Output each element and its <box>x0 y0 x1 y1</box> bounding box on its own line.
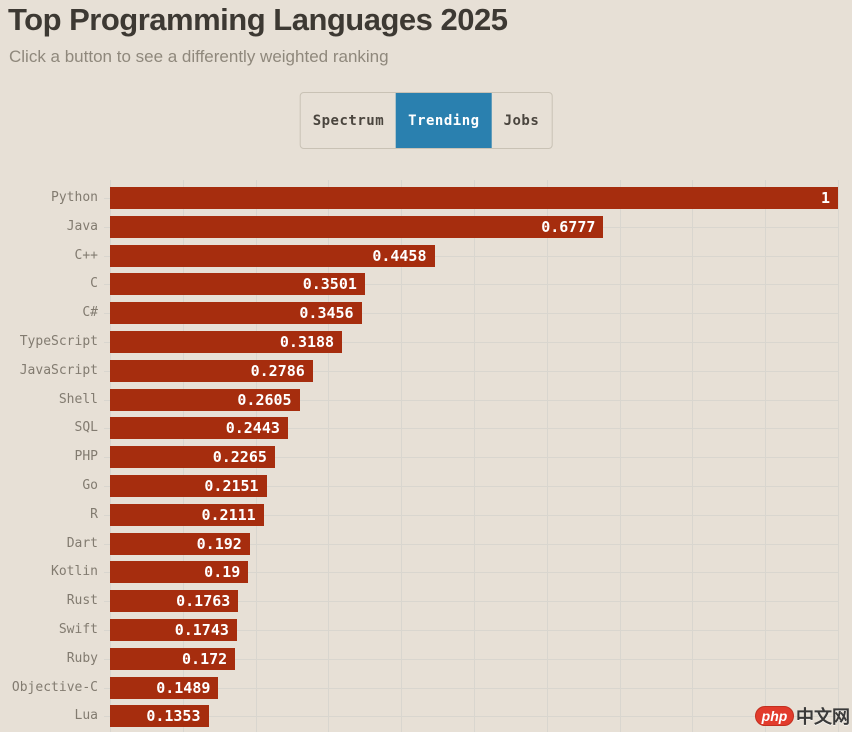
bar-value-label: 0.2111 <box>201 505 256 524</box>
bar-value-label: 1 <box>820 189 830 207</box>
category-label: Dart <box>66 535 98 551</box>
horizontal-gridline <box>104 687 838 689</box>
category-label: JavaScript <box>19 362 98 378</box>
category-label: C# <box>82 305 98 321</box>
bar-value-label: 0.1489 <box>156 678 211 697</box>
bar[interactable]: 0.2111 <box>110 503 264 526</box>
bar[interactable]: 0.3456 <box>110 302 362 325</box>
bar[interactable]: 0.1353 <box>110 705 209 728</box>
horizontal-gridline <box>104 630 838 631</box>
bar[interactable]: 0.2151 <box>110 475 267 497</box>
bar[interactable]: 0.3188 <box>110 331 343 353</box>
vertical-gridline <box>401 180 403 732</box>
bar[interactable]: 0.1743 <box>110 619 237 641</box>
horizontal-gridline <box>104 601 838 603</box>
category-label: R <box>90 506 98 522</box>
bar[interactable]: 0.6777 <box>110 215 604 238</box>
vertical-gridline <box>619 180 621 732</box>
weight-button-spectrum[interactable]: Spectrum <box>301 93 396 148</box>
horizontal-gridline <box>104 342 838 343</box>
page-subtitle: Click a button to see a differently weig… <box>9 47 389 66</box>
category-label: Shell <box>58 391 98 407</box>
bar-value-label: 0.4458 <box>372 246 427 265</box>
bar[interactable]: 0.1489 <box>110 676 219 699</box>
category-label: Rust <box>66 593 98 609</box>
bar[interactable]: 0.2786 <box>110 359 313 382</box>
category-label: Python <box>51 190 98 205</box>
page-title: Top Programming Languages 2025 <box>8 2 508 37</box>
bar-value-label: 0.2265 <box>212 448 267 467</box>
bar[interactable]: 0.2605 <box>110 388 300 411</box>
category-label: TypeScript <box>19 334 98 349</box>
category-label: PHP <box>74 449 98 465</box>
category-label: Objective-C <box>11 679 98 695</box>
bar-value-label: 0.6777 <box>541 217 596 236</box>
category-label: Kotlin <box>51 564 98 580</box>
vertical-gridline <box>474 180 475 732</box>
bar[interactable]: 0.4458 <box>110 244 435 267</box>
horizontal-gridline <box>104 514 838 516</box>
bar-value-label: 0.2605 <box>237 390 292 409</box>
vertical-gridline <box>546 180 548 732</box>
vertical-gridline <box>692 180 694 732</box>
horizontal-gridline <box>104 572 838 574</box>
horizontal-gridline <box>104 255 838 257</box>
vertical-gridline <box>838 180 839 732</box>
bar[interactable]: 0.3501 <box>110 273 365 296</box>
bar[interactable]: 0.172 <box>110 647 236 670</box>
vertical-gridline <box>765 180 767 732</box>
horizontal-gridline <box>104 486 838 487</box>
bar-value-label: 0.192 <box>196 534 242 553</box>
php-cn-watermark-text: 中文网 <box>796 707 850 727</box>
category-label: Swift <box>58 622 98 637</box>
php-logo-badge: php <box>755 706 794 726</box>
php-cn-watermark: php 中文网 <box>755 703 850 729</box>
bar-value-label: 0.172 <box>182 649 228 668</box>
bar[interactable]: 1 <box>110 187 838 209</box>
bar-value-label: 0.1353 <box>146 707 201 726</box>
bar[interactable]: 0.1763 <box>110 590 239 613</box>
horizontal-gridline <box>104 543 838 545</box>
bar-value-label: 0.2786 <box>250 361 305 380</box>
horizontal-gridline <box>104 399 838 401</box>
weight-button-jobs[interactable]: Jobs <box>492 93 552 148</box>
horizontal-gridline <box>104 284 838 286</box>
category-label: Java <box>66 218 98 234</box>
horizontal-gridline <box>104 457 838 459</box>
weighting-button-group: Spectrum Trending Jobs <box>299 92 553 149</box>
category-label: C++ <box>74 247 98 263</box>
weight-button-trending[interactable]: Trending <box>396 93 492 148</box>
horizontal-gridline <box>104 658 838 660</box>
bar-value-label: 0.2443 <box>225 419 280 438</box>
category-label: Go <box>82 478 98 493</box>
horizontal-gridline <box>104 428 838 430</box>
horizontal-gridline <box>104 716 838 718</box>
bar-value-label: 0.2151 <box>204 477 259 495</box>
bar[interactable]: 0.19 <box>110 561 249 584</box>
category-label: C <box>90 276 98 292</box>
bar-value-label: 0.3456 <box>299 304 354 323</box>
category-label: SQL <box>74 420 98 436</box>
bar-value-label: 0.3188 <box>279 333 335 351</box>
bar-value-label: 0.1763 <box>176 592 231 611</box>
bar-value-label: 0.19 <box>204 563 241 582</box>
horizontal-gridline <box>104 313 838 315</box>
bar[interactable]: 0.192 <box>110 532 250 555</box>
bar-value-label: 0.3501 <box>302 275 357 294</box>
bar-value-label: 0.1743 <box>174 621 229 639</box>
bar[interactable]: 0.2265 <box>110 446 275 469</box>
category-label: Lua <box>74 708 98 724</box>
vertical-gridline <box>328 180 330 732</box>
category-label: Ruby <box>66 650 98 666</box>
horizontal-gridline <box>104 370 838 372</box>
bar[interactable]: 0.2443 <box>110 417 288 440</box>
